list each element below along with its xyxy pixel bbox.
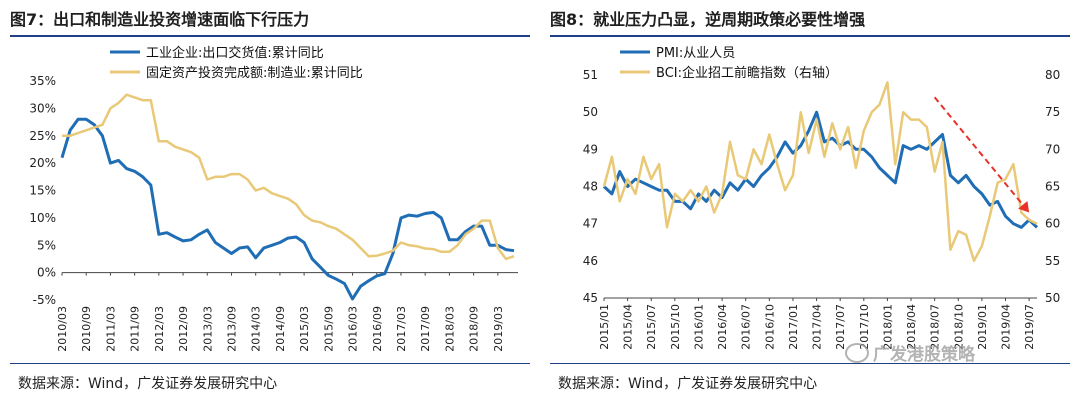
x-tick-label: 2018/04 [905,304,918,350]
y-tick-label: 45 [583,291,598,305]
y2-tick-label: 75 [1045,105,1060,119]
y-tick-label: -5% [33,293,56,307]
x-tick-label: 2012/09 [177,306,190,352]
x-tick-label: 2014/03 [250,306,263,352]
series-line-1 [60,117,515,301]
trend-arrow-head [1018,200,1030,213]
y-tick-label: 35% [29,74,56,88]
x-tick-label: 2019/03 [492,306,505,352]
legend-label-2: BCI:企业招工前瞻指数（右轴） [656,65,838,81]
y2-tick-label: 55 [1045,254,1060,268]
y2-tick-label: 65 [1045,180,1060,194]
source-divider [10,363,530,364]
y2-tick-label: 50 [1045,291,1060,305]
x-tick-label: 2016/09 [371,306,384,352]
x-tick-label: 2015/01 [598,304,611,350]
x-tick-label: 2018/09 [468,306,481,352]
chart-7: -5% 0% 5% 10% 15% 20% 25% 30% 35% 2010/03 2010/09 2… [29,45,518,352]
series-line-1 [602,110,1039,229]
source-divider [550,363,1070,364]
series-line-2 [602,81,1038,263]
source-note: 数据来源：Wind，广发证券发展研究中心 [558,376,818,392]
y-tick-label: 5% [37,238,56,252]
y2-tick-label: 60 [1045,217,1060,231]
source-note: 数据来源：Wind，广发证券发展研究中心 [18,376,278,392]
figure-8-title: 图8：就业压力凸显，逆周期政策必要性增强 [550,10,866,29]
y-tick-label: 51 [583,68,598,82]
x-tick-label: 2015/09 [322,306,335,352]
right-figure: 图8：就业压力凸显，逆周期政策必要性增强 45 46 47 48 49 50 51 50 55 6… [540,0,1080,410]
x-tick-label: 2016/10 [763,304,776,350]
x-tick-label: 2013/03 [201,306,214,352]
x-tick-label: 2013/09 [225,306,238,352]
x-tick-label: 2015/04 [622,304,635,350]
y-tick-label: 20% [29,156,56,170]
x-tick-label: 2017/04 [811,304,824,350]
y-tick-label: 30% [29,101,56,115]
x-tick-label: 2010/03 [56,306,69,352]
x-tick-label: 2017/01 [787,304,800,350]
x-tick-label: 2016/07 [740,304,753,350]
x-tick-label: 2011/09 [129,306,142,352]
x-tick-label: 2016/04 [716,304,729,350]
x-tick-label: 2015/03 [298,306,311,352]
x-tick-label: 2019/04 [1000,304,1013,350]
x-tick-label: 2019/01 [976,304,989,350]
watermark-text: 广发港股策略 [873,345,975,365]
x-tick-label: 2017/07 [834,304,847,350]
y-tick-label: 46 [583,254,598,268]
x-tick-label: 2018/03 [443,306,456,352]
x-tick-label: 2017/10 [858,304,871,350]
y-tick-label: 15% [29,184,56,198]
y-tick-label: 0% [37,266,56,280]
legend-label-1: PMI:从业人员 [656,46,735,61]
x-tick-label: 2012/03 [153,306,166,352]
legend-label-2: 固定资产投资完成额:制造业:累计同比 [146,65,363,81]
y2-tick-label: 70 [1045,142,1060,156]
x-tick-label: 2011/03 [104,306,117,352]
x-tick-label: 2010/09 [80,306,93,352]
wechat-icon [845,343,869,363]
y2-tick-label: 80 [1045,68,1060,82]
title-divider [10,35,530,37]
x-tick-label: 2015/10 [669,304,682,350]
x-tick-label: 2016/03 [347,306,360,352]
y-tick-label: 25% [29,129,56,143]
x-tick-label: 2019/07 [1023,304,1036,350]
x-tick-label: 2017/09 [419,306,432,352]
y-tick-label: 47 [583,217,598,231]
x-tick-label: 2018/07 [929,304,942,350]
figure-7-title: 图7：出口和制造业投资增速面临下行压力 [10,10,310,29]
y-tick-label: 48 [583,180,598,194]
x-tick-label: 2018/10 [952,304,965,350]
x-tick-label: 2016/01 [692,304,705,350]
y-tick-label: 50 [583,105,598,119]
y-tick-label: 10% [29,211,56,225]
y-tick-label: 49 [583,142,598,156]
title-divider [550,35,1070,37]
x-tick-label: 2017/03 [395,306,408,352]
trend-arrow-line [933,96,1024,206]
legend-label-1: 工业企业:出口交货值:累计同比 [146,45,324,61]
x-tick-label: 2015/07 [645,304,658,350]
x-tick-label: 2014/09 [274,306,287,352]
series-line-2 [62,93,515,261]
x-tick-label: 2018/01 [881,304,894,350]
left-figure: 图7：出口和制造业投资增速面临下行压力 -5% 0% 5% 10% 15% 20% 25% 3… [10,10,530,392]
chart-8: 45 46 47 48 49 50 51 50 55 60 65 70 75 80 2015/01 2015/… [583,46,1061,350]
watermark: 广发港股策略 [845,340,975,365]
